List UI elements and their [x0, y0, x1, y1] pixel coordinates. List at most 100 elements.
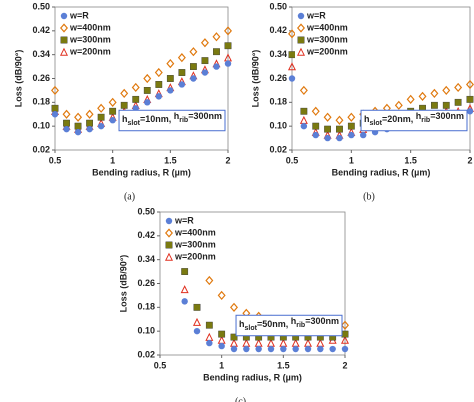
point	[442, 85, 451, 96]
point	[120, 101, 128, 109]
point	[189, 47, 198, 57]
point	[287, 62, 297, 71]
point	[300, 122, 308, 130]
point	[62, 109, 71, 119]
point	[431, 101, 438, 109]
legend-label: w=R	[69, 10, 89, 20]
point	[155, 81, 163, 88]
point	[304, 345, 312, 353]
legend-marker	[60, 23, 68, 33]
point	[132, 95, 140, 103]
x-tick-label: 1	[110, 155, 115, 165]
point	[340, 335, 350, 344]
point	[454, 82, 463, 93]
point	[466, 108, 474, 115]
y-axis-label: Loss (dB/90°)	[250, 50, 260, 108]
legend-label: w=400nm	[69, 22, 111, 32]
annotation-part: =50nm,	[257, 319, 291, 329]
legend-marker	[297, 36, 305, 44]
point	[288, 51, 296, 59]
point	[177, 53, 186, 63]
point	[200, 38, 209, 48]
annotation-subscript: slot	[128, 120, 141, 127]
legend-marker	[165, 228, 173, 238]
point	[335, 115, 344, 125]
legend-label: w=300nm	[306, 34, 348, 44]
point	[347, 122, 355, 130]
point	[97, 122, 105, 130]
y-tick-label: 0.02	[269, 144, 287, 154]
annotation-part: =300nm	[305, 316, 339, 326]
point	[224, 60, 232, 67]
y-tick-label: 0.50	[137, 206, 155, 216]
point	[120, 88, 129, 99]
point	[336, 134, 343, 142]
point	[336, 125, 343, 133]
point	[224, 26, 232, 36]
y-tick-label: 0.02	[32, 144, 50, 154]
point	[466, 79, 474, 90]
annotation-part: h	[122, 114, 128, 124]
point	[74, 112, 83, 122]
y-tick-label: 0.10	[137, 326, 155, 336]
x-tick-label: 0.5	[154, 360, 167, 370]
point	[212, 32, 221, 42]
point	[166, 58, 175, 69]
point	[131, 82, 140, 93]
annotation-part: h	[291, 316, 297, 326]
y-tick-label: 0.18	[32, 97, 50, 107]
point	[190, 75, 197, 82]
y-tick-label: 0.26	[269, 73, 287, 83]
point	[243, 345, 250, 353]
point	[144, 99, 151, 106]
caption: (b)	[363, 191, 375, 202]
point	[97, 103, 106, 113]
point	[454, 98, 462, 106]
x-tick-label: 2	[342, 360, 347, 370]
x-tick-label: 1.5	[164, 155, 177, 165]
point	[218, 342, 225, 350]
annotation-box	[235, 314, 343, 337]
y-axis-label: Loss (dB/90°)	[13, 50, 23, 108]
point	[193, 303, 201, 311]
point	[192, 317, 202, 326]
point	[324, 134, 331, 142]
legend-marker	[164, 252, 174, 261]
point	[324, 125, 331, 133]
point	[317, 345, 324, 353]
point	[442, 101, 450, 109]
point	[312, 131, 319, 139]
x-axis-label: Bending radius, R (µm)	[203, 372, 302, 382]
point	[300, 107, 308, 115]
point	[299, 85, 308, 96]
annotation-text: hslot=20nm, hrib=300nm	[364, 111, 464, 126]
legend-marker	[165, 241, 173, 249]
x-axis-label: Bending radius, R (µm)	[92, 167, 191, 177]
point	[224, 42, 232, 50]
legend-label: w=200nm	[174, 251, 216, 261]
x-tick-label: 0.5	[286, 155, 299, 165]
point	[166, 75, 174, 82]
point	[201, 57, 209, 65]
legend-label: w=200nm	[306, 46, 348, 56]
point	[312, 122, 320, 130]
point	[280, 345, 287, 353]
legend-box	[163, 215, 225, 265]
legend-label: w=200nm	[69, 46, 111, 56]
legend-marker	[297, 12, 305, 20]
point	[288, 29, 296, 39]
y-tick-label: 0.26	[137, 278, 155, 288]
x-tick-label: 1.5	[277, 360, 290, 370]
point	[329, 345, 336, 353]
point	[181, 298, 188, 305]
x-tick-label: 0.5	[49, 155, 62, 165]
point	[189, 63, 197, 70]
annotation-part: =300nm	[430, 111, 464, 121]
caption: (c)	[235, 396, 246, 402]
point	[154, 67, 163, 78]
point	[205, 321, 213, 329]
point	[51, 85, 59, 96]
y-tick-label: 0.02	[137, 349, 155, 359]
legend-label: w=R	[306, 10, 326, 20]
point	[63, 119, 70, 127]
